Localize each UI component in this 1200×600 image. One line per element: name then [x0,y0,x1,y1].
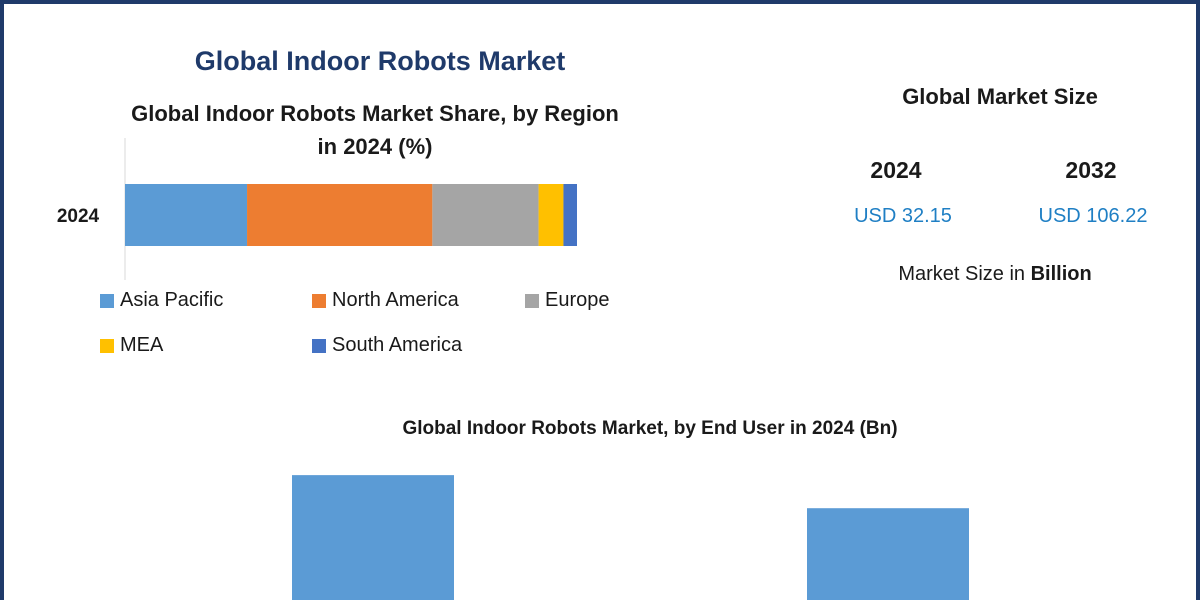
share-segment-north-america [247,184,433,246]
legend-swatch-north-america [312,293,326,308]
legend-label-mea: MEA [120,334,164,356]
share-chart-title: Global Indoor Robots Market Share, by Re… [131,101,619,159]
legend-label-europe: Europe [545,289,610,311]
market-size-year-2032: 2032 [1065,157,1117,183]
legend-swatch-europe [525,293,539,308]
enduser-bar-2 [807,508,969,600]
legend-label-asia-pacific: Asia Pacific [120,289,224,311]
region-share-chart: 2024 [57,138,577,280]
share-category-label: 2024 [57,206,100,227]
legend-swatch-asia-pacific [100,293,114,308]
market-size-value-2032: USD 106.22 [1038,205,1148,227]
main-title: Global Indoor Robots Market [194,46,566,76]
legend-item-europe: Europe [525,289,610,312]
legend-item-south-america: South America [312,334,462,357]
market-size-value-2024: USD 32.15 [854,205,952,227]
share-segment-mea [538,184,564,246]
enduser-bar-chart [292,475,969,600]
market-size-unit-prefix: Market Size in [898,263,1031,285]
legend-item-north-america: North America [312,289,459,312]
enduser-chart-title: Global Indoor Robots Market, by End User… [402,418,898,439]
share-segment-asia-pacific [125,184,248,246]
share-segment-europe [432,184,539,246]
legend-swatch-mea [100,338,114,353]
legend-item-mea: MEA [100,334,163,357]
enduser-bar-1 [292,475,454,600]
legend-label-south-america: South America [332,334,463,356]
market-size-unit-bold: Billion [1030,263,1092,285]
market-size-unit: Market Size in Billion [845,263,1145,286]
legend-item-asia-pacific: Asia Pacific [100,289,223,312]
legend-label-north-america: North America [332,289,459,311]
market-size-year-2024: 2024 [870,157,922,183]
market-size-title: Global Market Size [902,84,1098,109]
legend-swatch-south-america [312,338,326,353]
region-legend: Asia Pacific North America Europe MEA So… [100,285,660,365]
share-segment-south-america [563,184,577,246]
